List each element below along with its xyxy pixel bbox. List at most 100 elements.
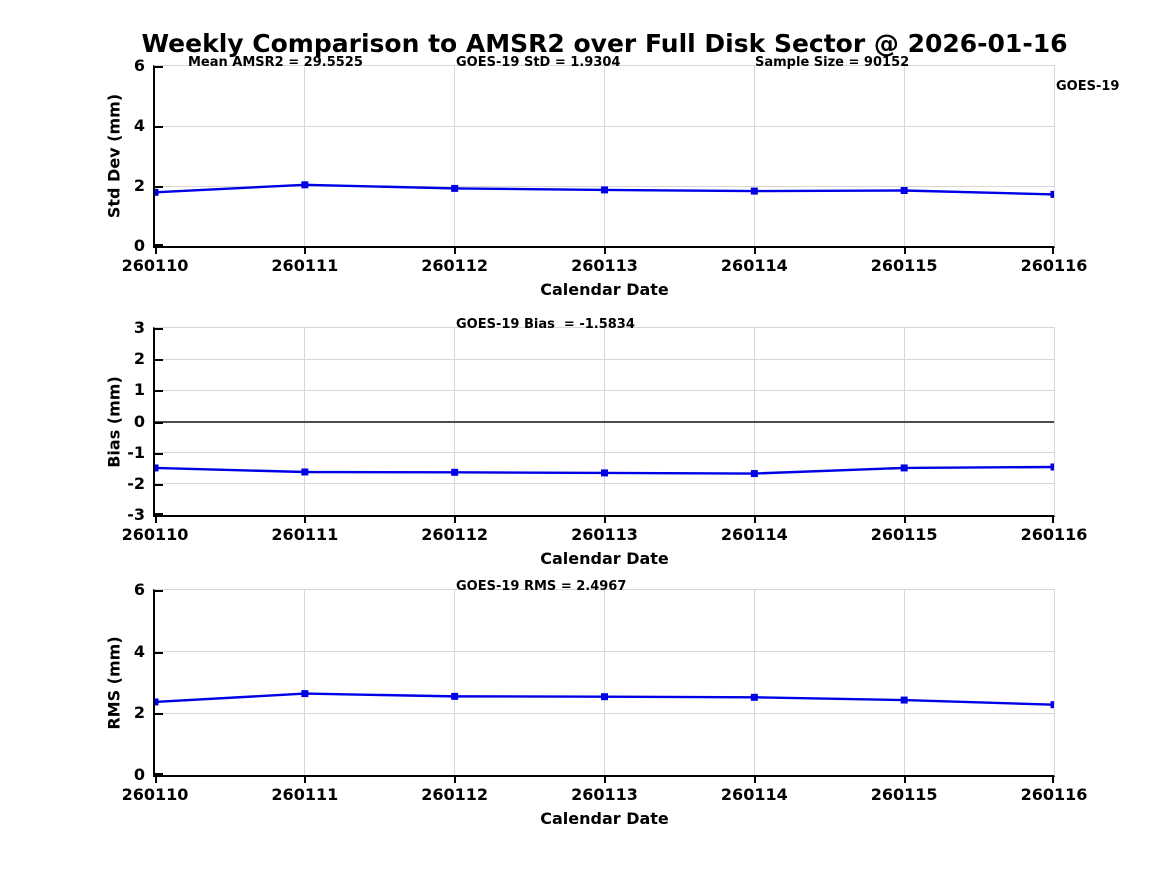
vertical-gridline bbox=[903, 590, 905, 775]
y-tick-mark bbox=[155, 421, 163, 424]
vertical-gridline bbox=[304, 590, 306, 775]
x-tick-mark bbox=[903, 777, 906, 783]
annotation-goes19-rms: GOES-19 RMS = 2.4967 bbox=[456, 579, 627, 594]
x-axis-label-calendar-date: Calendar Date bbox=[540, 809, 669, 828]
y-tick-mark bbox=[155, 244, 163, 246]
y-tick-label: 4 bbox=[133, 641, 145, 661]
vertical-gridline bbox=[753, 66, 755, 246]
zero-line bbox=[155, 420, 1054, 423]
x-tick-mark bbox=[1051, 517, 1054, 523]
horizontal-gridline bbox=[155, 185, 1054, 187]
y-tick-mark bbox=[155, 359, 163, 362]
x-tick-label: 260113 bbox=[571, 256, 638, 275]
y-tick-mark bbox=[155, 126, 163, 128]
x-tick-label: 260110 bbox=[121, 525, 189, 544]
y-tick-mark bbox=[155, 452, 163, 455]
x-tick-mark bbox=[304, 517, 307, 523]
x-tick-label: 260114 bbox=[720, 785, 788, 804]
vertical-gridline bbox=[454, 66, 456, 246]
x-tick-label: 260113 bbox=[571, 785, 638, 804]
y-tick-label: 4 bbox=[133, 116, 145, 135]
x-tick-mark bbox=[454, 248, 457, 254]
y-tick-mark bbox=[155, 186, 163, 188]
vertical-gridline bbox=[604, 590, 605, 775]
x-tick-label: 260115 bbox=[870, 256, 938, 275]
x-tick-label: 260110 bbox=[121, 256, 189, 275]
y-tick-mark bbox=[155, 513, 163, 515]
chart-title: Weekly Comparison to AMSR2 over Full Dis… bbox=[141, 29, 1068, 58]
x-tick-label: 260114 bbox=[720, 525, 788, 544]
y-tick-label: -2 bbox=[127, 473, 145, 493]
x-tick-label: 260111 bbox=[271, 256, 339, 275]
y-tick-label: 6 bbox=[133, 580, 145, 599]
y-tick-label: -1 bbox=[127, 442, 145, 462]
vertical-gridline bbox=[753, 590, 755, 775]
vertical-gridline bbox=[454, 590, 456, 775]
x-tick-label: 260110 bbox=[121, 785, 189, 804]
x-tick-mark bbox=[454, 777, 457, 783]
x-tick-mark bbox=[903, 517, 906, 523]
x-tick-label: 260116 bbox=[1020, 256, 1088, 275]
x-tick-mark bbox=[304, 777, 307, 783]
x-tick-label: 260116 bbox=[1020, 785, 1088, 804]
y-tick-mark bbox=[155, 590, 163, 592]
horizontal-gridline bbox=[155, 483, 1054, 485]
y-tick-label: 2 bbox=[133, 703, 145, 723]
x-tick-mark bbox=[454, 517, 457, 523]
x-tick-mark bbox=[903, 248, 906, 254]
y-tick-label: 3 bbox=[133, 318, 145, 337]
legend-label: GOES-19 bbox=[1056, 79, 1120, 94]
horizontal-gridline bbox=[155, 358, 1054, 360]
horizontal-gridline bbox=[155, 712, 1054, 714]
data-series-goes-19 bbox=[155, 690, 1054, 709]
y-tick-mark bbox=[155, 328, 163, 330]
x-axis-label-calendar-date: Calendar Date bbox=[540, 280, 669, 299]
x-tick-mark bbox=[154, 517, 157, 523]
y-tick-label: -3 bbox=[127, 505, 145, 524]
y-tick-mark bbox=[155, 483, 163, 486]
horizontal-gridline bbox=[155, 125, 1054, 127]
x-tick-mark bbox=[604, 248, 606, 254]
y-tick-label: 0 bbox=[133, 411, 145, 431]
y-tick-label: 2 bbox=[133, 349, 145, 369]
y-tick-label: 2 bbox=[133, 176, 145, 195]
x-tick-label: 260111 bbox=[271, 525, 339, 544]
x-tick-label: 260113 bbox=[571, 525, 638, 544]
y-tick-mark bbox=[155, 390, 163, 393]
y-tick-label: 6 bbox=[133, 56, 145, 75]
vertical-gridline bbox=[604, 66, 605, 246]
x-tick-mark bbox=[753, 777, 756, 783]
y-tick-label: 1 bbox=[133, 380, 145, 400]
x-tick-label: 260111 bbox=[271, 785, 339, 804]
vertical-gridline bbox=[903, 66, 905, 246]
annotation-goes19-bias: GOES-19 Bias = -1.5834 bbox=[456, 317, 635, 332]
x-tick-label: 260114 bbox=[720, 256, 788, 275]
x-tick-mark bbox=[154, 248, 157, 254]
data-series-goes-19 bbox=[155, 181, 1054, 198]
y-tick-label: 0 bbox=[133, 765, 145, 784]
horizontal-gridline bbox=[155, 389, 1054, 391]
x-tick-label: 260115 bbox=[870, 525, 938, 544]
subplot-rms: RMS (mm) GOES-19 RMS = 2.4967 Calendar D… bbox=[105, 580, 1088, 828]
y-tick-mark bbox=[155, 66, 163, 68]
subplot-bias: Bias (mm) GOES-19 Bias = -1.5834 Calenda… bbox=[105, 318, 1088, 568]
y-axis-label-std-dev: Std Dev (mm) bbox=[104, 93, 124, 219]
y-tick-label: 0 bbox=[133, 236, 145, 255]
x-tick-label: 260116 bbox=[1020, 525, 1088, 544]
annotation-goes19-std: GOES-19 StD = 1.9304 bbox=[456, 55, 621, 70]
x-tick-mark bbox=[604, 777, 606, 783]
y-tick-mark bbox=[155, 651, 163, 654]
x-tick-label: 260115 bbox=[870, 785, 938, 804]
horizontal-gridline bbox=[155, 452, 1054, 454]
x-tick-mark bbox=[1051, 777, 1054, 783]
x-tick-mark bbox=[304, 248, 307, 254]
x-tick-label: 260112 bbox=[421, 256, 489, 275]
x-axis-label-calendar-date: Calendar Date bbox=[540, 549, 669, 568]
y-tick-mark bbox=[155, 773, 163, 775]
annotation-sample-size: Sample Size = 90152 bbox=[755, 55, 910, 70]
subplot-std-dev: Std Dev (mm) Mean AMSR2 = 29.5525 GOES-1… bbox=[105, 56, 1088, 299]
x-tick-mark bbox=[1051, 248, 1054, 254]
y-tick-mark bbox=[155, 713, 163, 716]
x-tick-mark bbox=[604, 517, 606, 523]
